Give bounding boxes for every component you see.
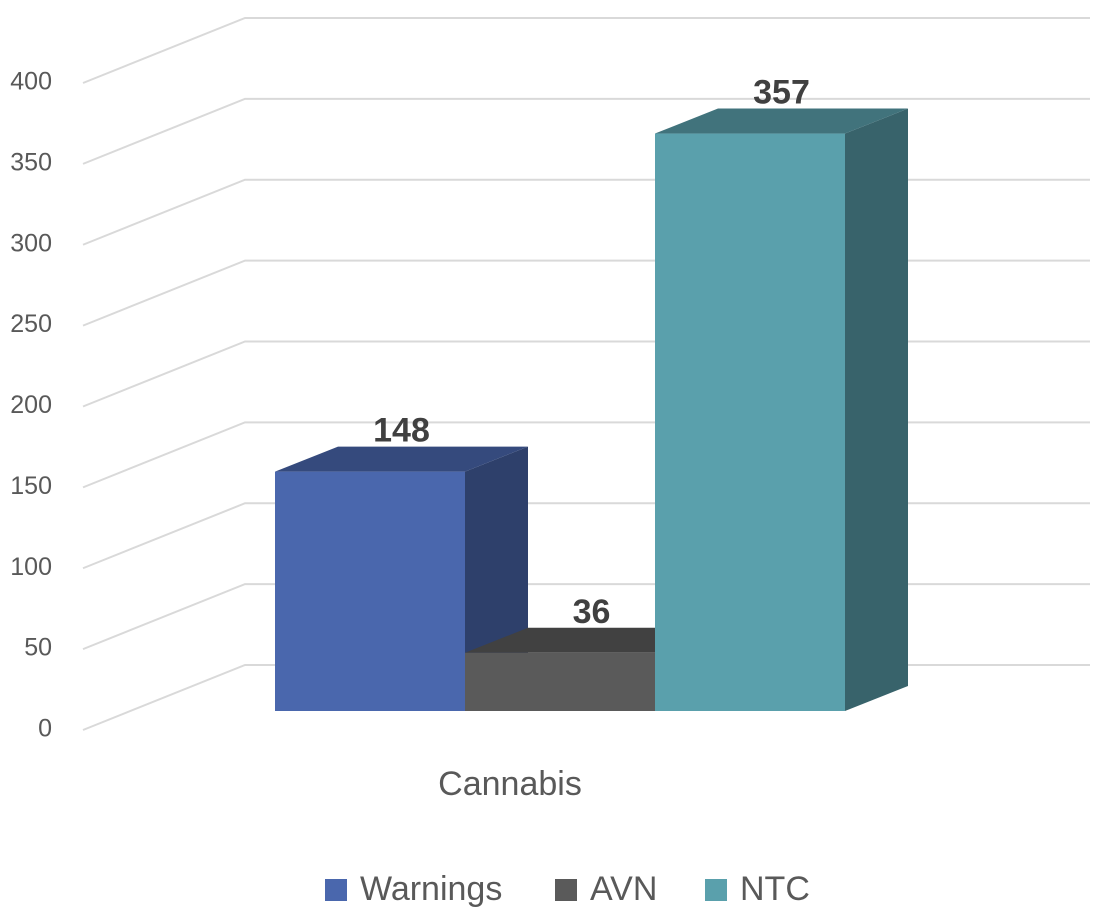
legend-swatch: [705, 879, 727, 901]
data-label: 36: [573, 593, 611, 631]
grid-line: [82, 259, 1090, 327]
y-tick-label: 50: [24, 634, 52, 662]
x-tick-label: Cannabis: [438, 765, 582, 803]
bar: [655, 133, 845, 712]
grid-line: [82, 178, 1090, 246]
data-label: 148: [373, 412, 430, 450]
grid-line: [82, 502, 1090, 570]
grid-line: [82, 421, 1090, 489]
legend-swatch: [325, 879, 347, 901]
y-tick-label: 0: [38, 715, 52, 743]
y-tick-label: 200: [10, 391, 52, 419]
grid-line: [82, 97, 1090, 165]
legend-label: Warnings: [360, 870, 502, 908]
bar: [465, 652, 655, 711]
y-tick-label: 300: [10, 229, 52, 257]
y-tick-label: 150: [10, 472, 52, 500]
legend-label: AVN: [590, 870, 657, 908]
legend-swatch: [555, 879, 577, 901]
bar-top: [275, 446, 528, 472]
y-tick-label: 100: [10, 553, 52, 581]
y-tick-label: 250: [10, 310, 52, 338]
bar-top: [655, 108, 908, 134]
legend-label: NTC: [740, 870, 810, 908]
grid-line: [82, 340, 1090, 408]
y-tick-label: 350: [10, 148, 52, 176]
bar-top: [465, 627, 718, 653]
y-tick-label: 400: [10, 68, 52, 96]
bar: [275, 471, 465, 711]
bar-side: [845, 108, 908, 712]
grid-line: [82, 17, 1090, 84]
data-label: 357: [753, 74, 810, 112]
